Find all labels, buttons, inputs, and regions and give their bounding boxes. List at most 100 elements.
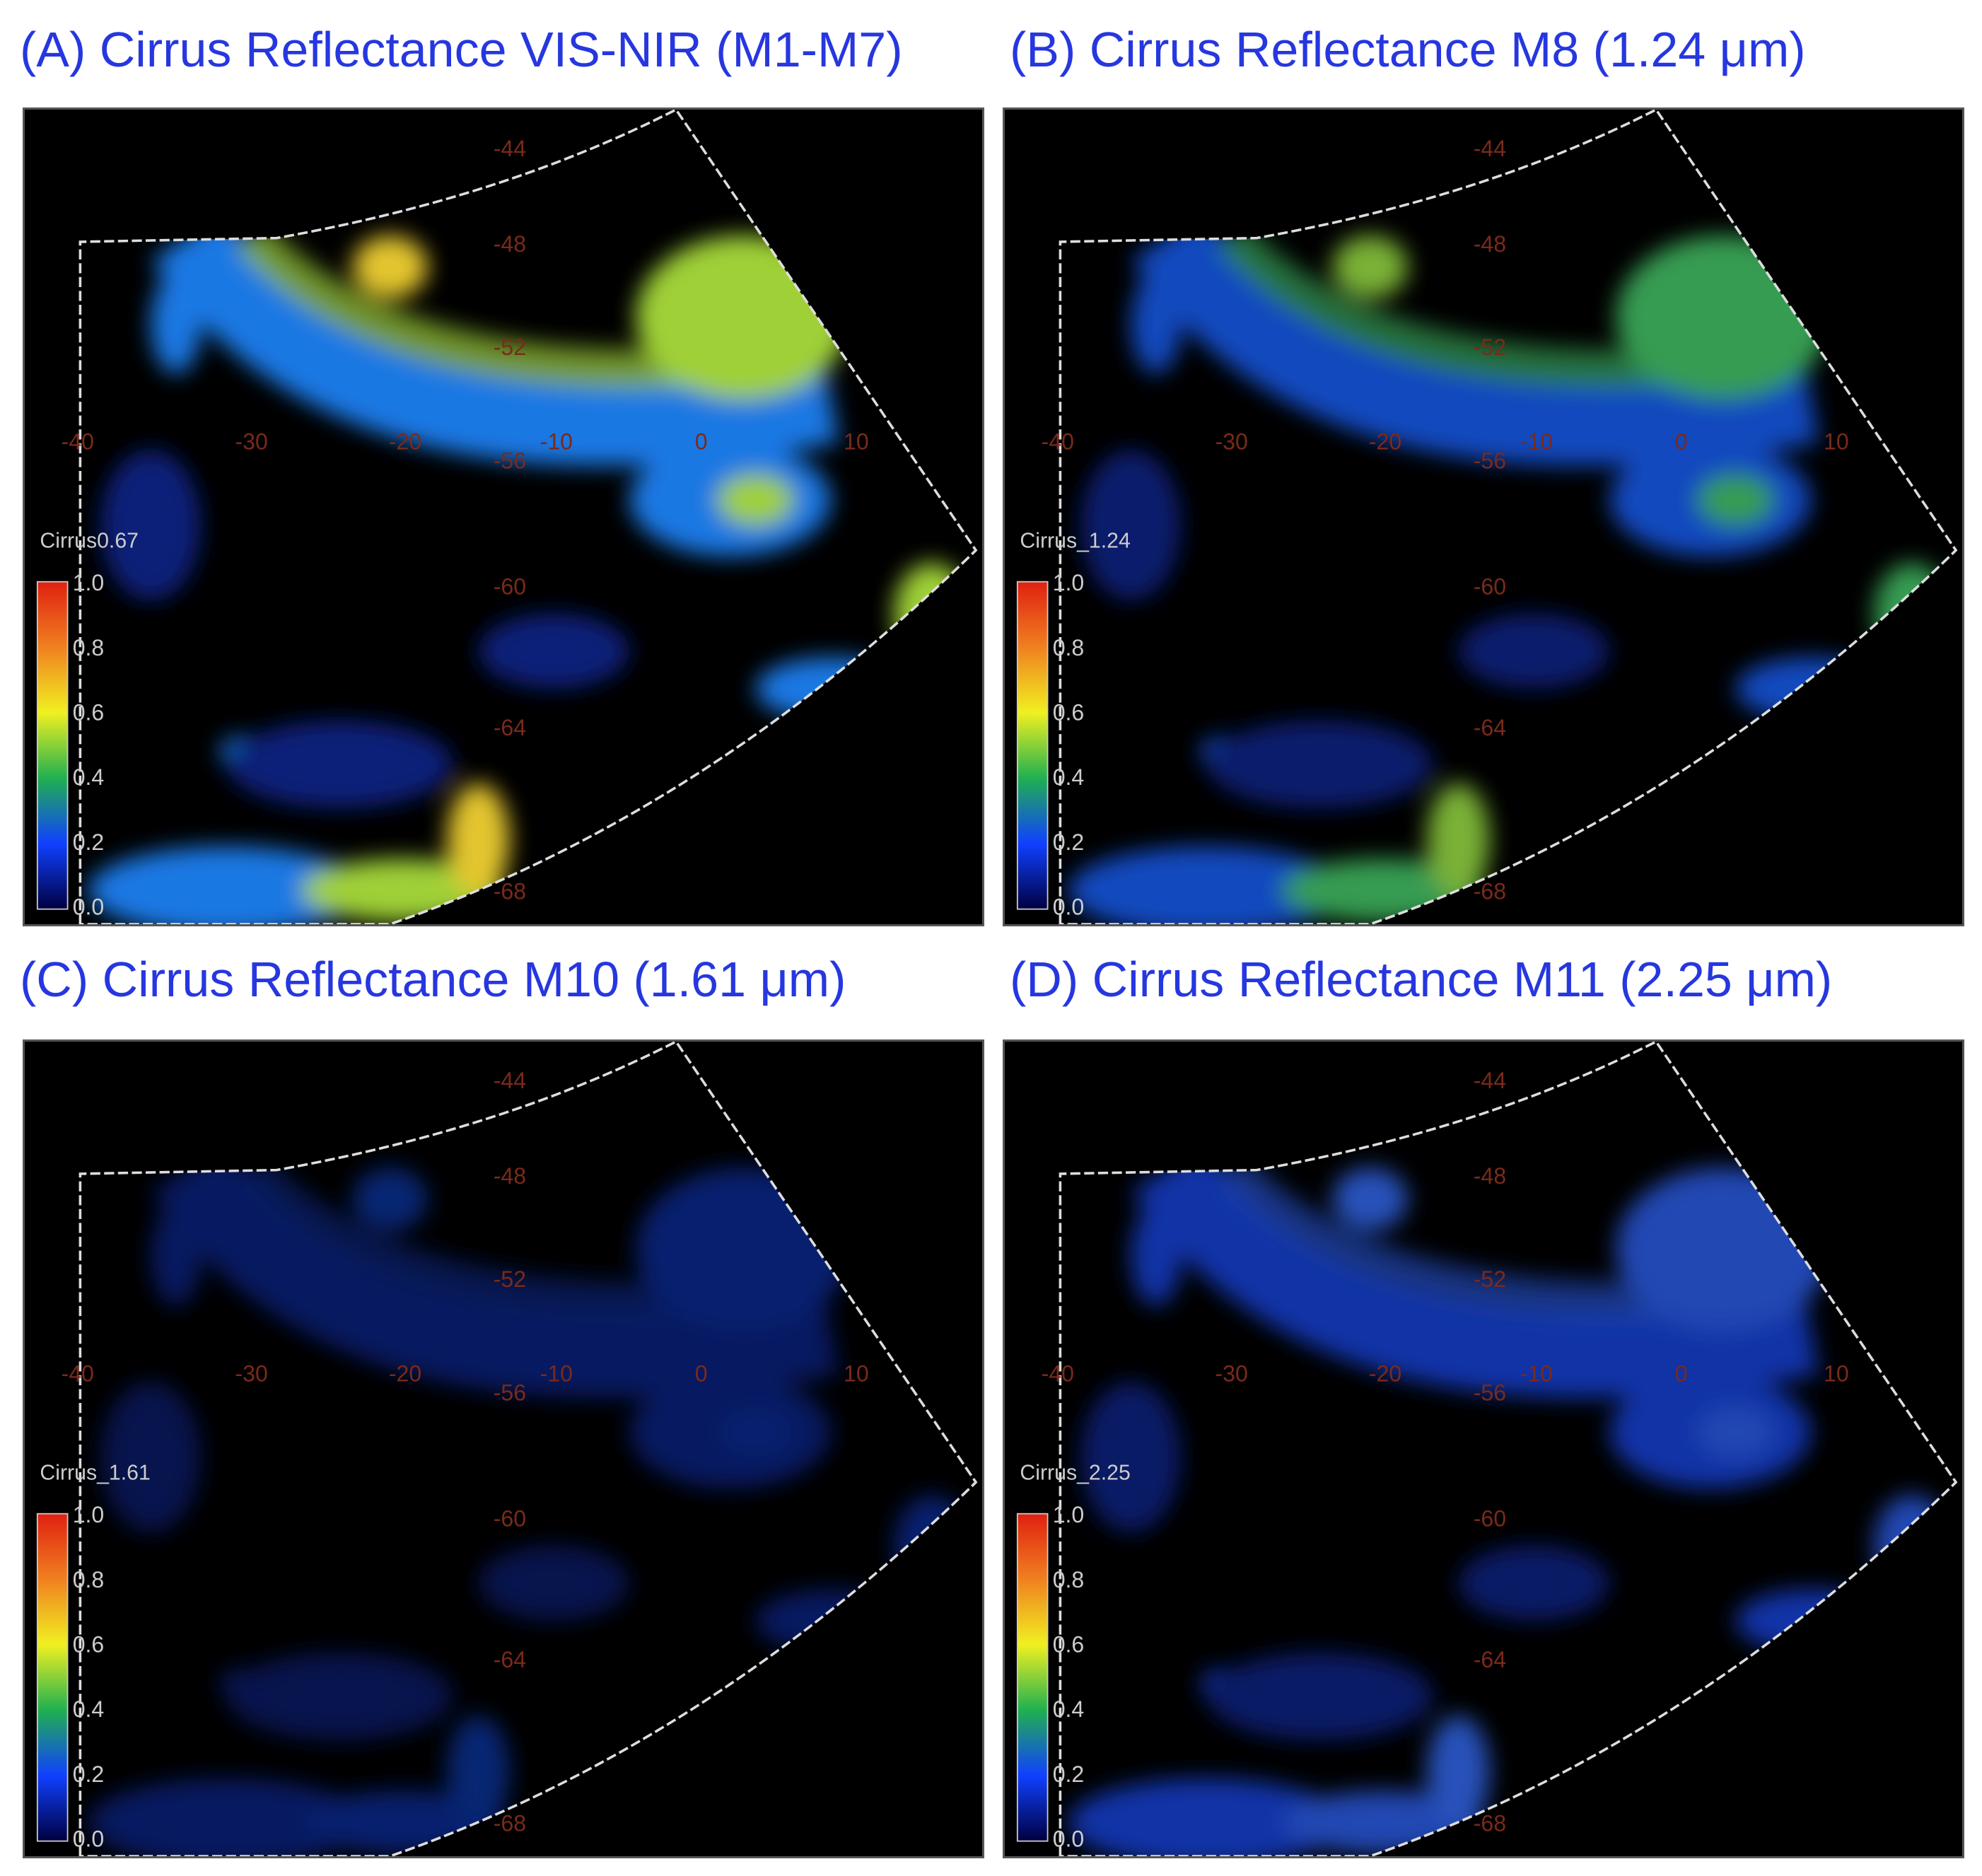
swath-border (78, 1042, 978, 1856)
map-panel: -44 -48 -52 -56 -60 -64 -68 -40 -30 -20 -10 0 10 Cirr… (1003, 1039, 1964, 1858)
lon-label: -20 (389, 429, 421, 455)
cloud (1874, 562, 1950, 664)
cloud (1332, 235, 1409, 299)
lat-label: -64 (1474, 1647, 1506, 1672)
lat-label: -68 (494, 878, 526, 904)
lat-label: -56 (1474, 1380, 1506, 1405)
cloud (1080, 1381, 1182, 1533)
cloud (478, 1545, 630, 1621)
colorbar-tick-label: 0.6 (73, 700, 105, 726)
cloud (151, 1205, 202, 1306)
colorbar-tick-label: 0.0 (1053, 895, 1085, 920)
cloud (100, 449, 202, 601)
cloud (100, 1381, 202, 1533)
lon-label: -40 (1042, 429, 1074, 455)
colorbar-tick-label: 0.4 (73, 764, 105, 790)
cloud (226, 720, 453, 809)
colorbar-label: Cirrus_2.25 (1020, 1462, 1130, 1485)
colorbar-tick-label: 0.6 (1053, 700, 1085, 726)
cloud (755, 657, 907, 721)
clouds (88, 1143, 970, 1856)
swath-border (78, 110, 978, 924)
cloud (1131, 1205, 1182, 1306)
lon-label: 10 (1824, 1361, 1849, 1387)
lon-label: -30 (235, 429, 268, 455)
lon-label: -40 (62, 1361, 94, 1387)
lon-label: 0 (1675, 1361, 1688, 1387)
cloud (151, 273, 202, 374)
map-panel: -44 -48 -52 -56 -60 -64 -68 -40 -30 -20 -10 0 10 Cirr… (23, 1039, 984, 1858)
colorbar-tick-label: 0.0 (73, 1827, 105, 1852)
panel-title: (A) Cirrus Reflectance VIS-NIR (M1-M7) (20, 22, 903, 77)
lon-label: -20 (1369, 429, 1401, 455)
lon-label: -40 (1042, 1361, 1074, 1387)
clouds (1068, 211, 1950, 924)
lat-label: -48 (1474, 1163, 1506, 1189)
lon-label: 0 (1675, 429, 1688, 455)
lat-label: -60 (1474, 574, 1506, 600)
cloud (1458, 613, 1610, 689)
cloud (1332, 1167, 1409, 1231)
lat-label: -56 (1474, 448, 1506, 473)
cloud (1735, 657, 1887, 721)
colorbar-tick-label: 0.8 (73, 1567, 105, 1592)
map-panel: -44 -48 -52 -56 -60 -64 -68 -40 -30 -20 -10 0 10 Cirr… (1003, 107, 1964, 926)
lon-label: 0 (695, 1361, 708, 1387)
cloud (1131, 273, 1182, 374)
cloud (1080, 449, 1182, 601)
colorbar-tick-label: 0.2 (1053, 829, 1085, 855)
lon-label: -10 (1520, 1361, 1553, 1387)
colorbar-tick-label: 0.6 (1053, 1632, 1085, 1657)
clouds (1068, 1143, 1950, 1856)
lat-label: -48 (494, 231, 526, 257)
cloud (1697, 1406, 1773, 1457)
lat-label: -52 (494, 334, 526, 360)
cloud (352, 235, 429, 299)
cloud (755, 1589, 907, 1653)
cloud (894, 562, 970, 664)
colorbar-tick-label: 0.2 (73, 829, 105, 855)
colorbar-tick-label: 0.8 (1053, 635, 1085, 660)
lat-label: -60 (1474, 1506, 1506, 1532)
lat-label: -44 (494, 136, 526, 161)
colorbar-tick-label: 0.6 (73, 1632, 105, 1657)
lon-label: -40 (62, 429, 94, 455)
swath-border (1059, 110, 1958, 924)
lat-label: -44 (494, 1068, 526, 1093)
lat-label: -60 (494, 1506, 526, 1532)
cirrus-band (151, 1143, 839, 1399)
cloud (894, 1494, 970, 1596)
colorbar-tick-label: 0.4 (73, 1696, 105, 1722)
cloud (1874, 1494, 1950, 1596)
colorbar (36, 1513, 69, 1842)
colorbar-tick-label: 1.0 (73, 570, 105, 595)
lon-label: -30 (235, 1361, 268, 1387)
lat-label: -68 (494, 1810, 526, 1836)
colorbar-tick-label: 0.0 (73, 895, 105, 920)
lat-label: -60 (494, 574, 526, 600)
cloud (1458, 1545, 1610, 1621)
clouds (88, 211, 970, 924)
cloud (1697, 474, 1773, 525)
cloud (1068, 1778, 1346, 1856)
colorbar (36, 581, 69, 910)
cirrus-band (1131, 211, 1819, 467)
cloud-layer (1068, 1143, 1950, 1856)
lat-label: -68 (1474, 878, 1506, 904)
lon-label: -30 (1216, 429, 1248, 455)
swath-border (1059, 1042, 1958, 1856)
lat-label: -52 (1474, 1266, 1506, 1292)
cloud (446, 1715, 510, 1829)
colorbar-tick-label: 0.2 (1053, 1761, 1085, 1787)
cloud (478, 613, 630, 689)
lon-label: 10 (844, 429, 869, 455)
colorbar-tick-label: 0.8 (73, 635, 105, 660)
cloud (446, 783, 510, 897)
lat-label: -52 (494, 1266, 526, 1292)
cloud (1426, 783, 1490, 897)
colorbar-tick-label: 0.4 (1053, 764, 1085, 790)
lon-label: 10 (1824, 429, 1849, 455)
colorbar (1016, 1513, 1049, 1842)
colorbar-tick-label: 0.4 (1053, 1696, 1085, 1722)
